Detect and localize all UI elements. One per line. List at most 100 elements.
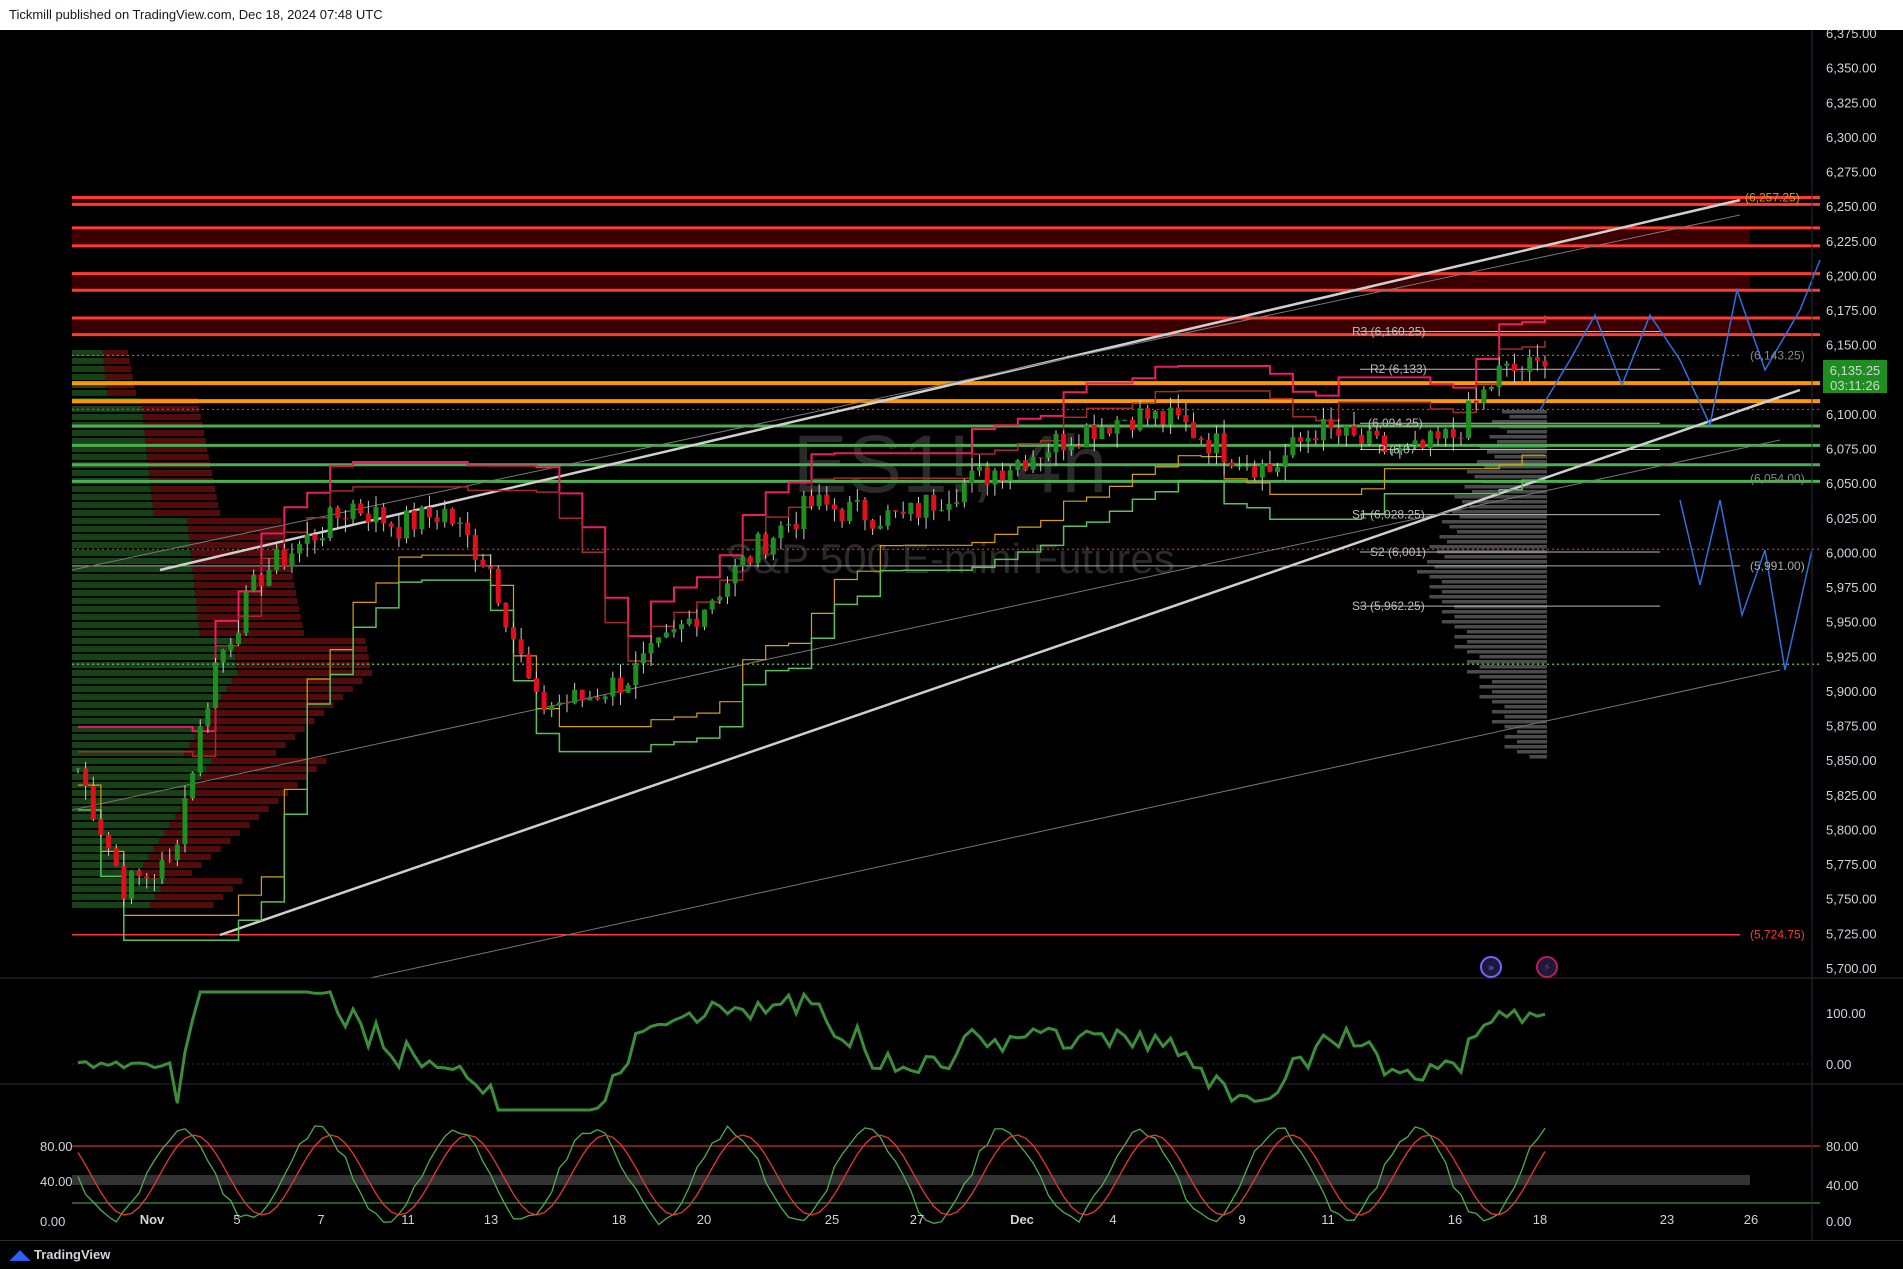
volume-bar <box>72 726 201 732</box>
volume-bar <box>72 630 200 636</box>
volume-bar <box>153 846 221 852</box>
candle-body <box>1481 389 1487 403</box>
volume-bar <box>1517 750 1547 754</box>
volume-bar <box>1504 725 1547 729</box>
volume-bar <box>72 622 199 628</box>
volume-bar <box>199 630 304 636</box>
volume-bar <box>165 878 243 884</box>
time-axis[interactable]: Nov 5 7 11 13 18 20 25 27 Dec 4 9 11 16 18 23 26 <box>140 1212 1759 1227</box>
volume-bar <box>1427 560 1547 564</box>
candle-body <box>1198 438 1204 440</box>
volume-bar <box>185 798 279 804</box>
candle-body <box>984 466 990 485</box>
osc2-left-tick-label: 80.00 <box>40 1139 73 1154</box>
osc2-right-tick-label: 80.00 <box>1826 1139 1859 1154</box>
candle-body <box>335 507 341 519</box>
candle-body <box>1145 408 1151 419</box>
volume-bar <box>1434 565 1547 569</box>
candle-body <box>404 510 410 539</box>
candle-body <box>1473 400 1479 403</box>
volume-bar <box>72 854 149 860</box>
volume-bar <box>144 430 204 436</box>
volume-bar <box>72 350 103 356</box>
volume-bar <box>1454 635 1547 639</box>
momentum-line <box>77 990 1546 1112</box>
candle-body <box>526 654 532 679</box>
chart-area[interactable]: ES1!, 4h S&P 500 E-mini Futures (6,257.2… <box>0 26 1903 1240</box>
candle-body <box>304 534 310 544</box>
volume-bar <box>72 678 232 684</box>
candle-body <box>503 602 509 628</box>
dividends-icon[interactable] <box>1480 956 1502 978</box>
candle-body <box>1389 451 1395 453</box>
candle-body <box>923 494 929 518</box>
price-tick-label: 5,925.00 <box>1826 649 1877 664</box>
inner-trendline <box>71 214 1741 571</box>
tradingview-logo[interactable]: ◢◣ TradingView <box>10 1247 110 1263</box>
brand-label: TradingView <box>34 1247 111 1262</box>
volume-bar <box>189 542 287 548</box>
volume-bar <box>1467 670 1547 674</box>
volume-bar <box>72 406 142 412</box>
osc2-right-tick-label: 40.00 <box>1826 1178 1859 1193</box>
candles <box>75 344 1548 906</box>
candle-body <box>190 772 196 799</box>
candle-body <box>1160 411 1166 425</box>
candle-body <box>579 689 585 701</box>
chart-svg[interactable]: ES1!, 4h S&P 500 E-mini Futures (6,257.2… <box>0 26 1903 1240</box>
volume-bar <box>1492 690 1547 694</box>
price-tick-label: 6,325.00 <box>1826 95 1877 110</box>
level-label: S1 (6,028.25) <box>1352 508 1425 522</box>
candle-body <box>1137 408 1143 430</box>
candle-body <box>1030 457 1036 470</box>
volume-bar <box>72 550 191 556</box>
volume-bar <box>1467 650 1547 654</box>
volume-bar <box>72 486 151 492</box>
volume-bar <box>72 542 190 548</box>
candle-body <box>350 503 356 519</box>
volume-bar <box>138 870 192 876</box>
candle-body <box>931 494 937 511</box>
volume-bar <box>1429 545 1547 549</box>
candle-body <box>633 663 639 686</box>
candle-body <box>724 583 730 597</box>
candle-body <box>136 870 142 877</box>
time-tick-label: 7 <box>317 1212 324 1227</box>
price-tick-label: 6,100.00 <box>1826 407 1877 422</box>
candle-body <box>1106 427 1112 434</box>
volume-bar <box>1479 695 1547 699</box>
earnings-icon[interactable] <box>1536 956 1558 978</box>
candle-body <box>778 525 784 539</box>
volume-bar <box>192 566 292 572</box>
candle-body <box>106 834 112 849</box>
candle-body <box>434 517 440 523</box>
volume-bar <box>235 654 369 660</box>
volume-bar <box>1439 535 1547 539</box>
candle-body <box>381 507 387 524</box>
candle-body <box>969 470 975 484</box>
candle-body <box>465 522 471 535</box>
volume-bar <box>72 518 188 524</box>
volume-bar <box>72 790 191 796</box>
volume-bar <box>191 558 290 564</box>
volume-bar <box>72 390 108 396</box>
candle-body <box>793 524 799 530</box>
volume-bar <box>72 414 143 420</box>
candle-body <box>75 768 81 770</box>
price-tick-label: 6,175.00 <box>1826 303 1877 318</box>
candle-body <box>549 705 555 710</box>
candle-body <box>625 685 631 693</box>
candle-body <box>1458 437 1464 439</box>
candle-body <box>816 494 822 507</box>
candle-body <box>862 499 868 521</box>
candle-body <box>1267 463 1273 473</box>
volume-bar <box>147 454 209 460</box>
candle-body <box>98 819 104 835</box>
event-icons[interactable]: » ⚡ <box>1480 956 1558 978</box>
osc2-left-tick-label: 0.00 <box>40 1214 65 1229</box>
volume-bar <box>1494 455 1547 459</box>
time-tick-label: 18 <box>612 1212 626 1227</box>
candle-body <box>686 618 692 625</box>
volume-bar <box>72 470 149 476</box>
volume-bar <box>155 894 224 900</box>
